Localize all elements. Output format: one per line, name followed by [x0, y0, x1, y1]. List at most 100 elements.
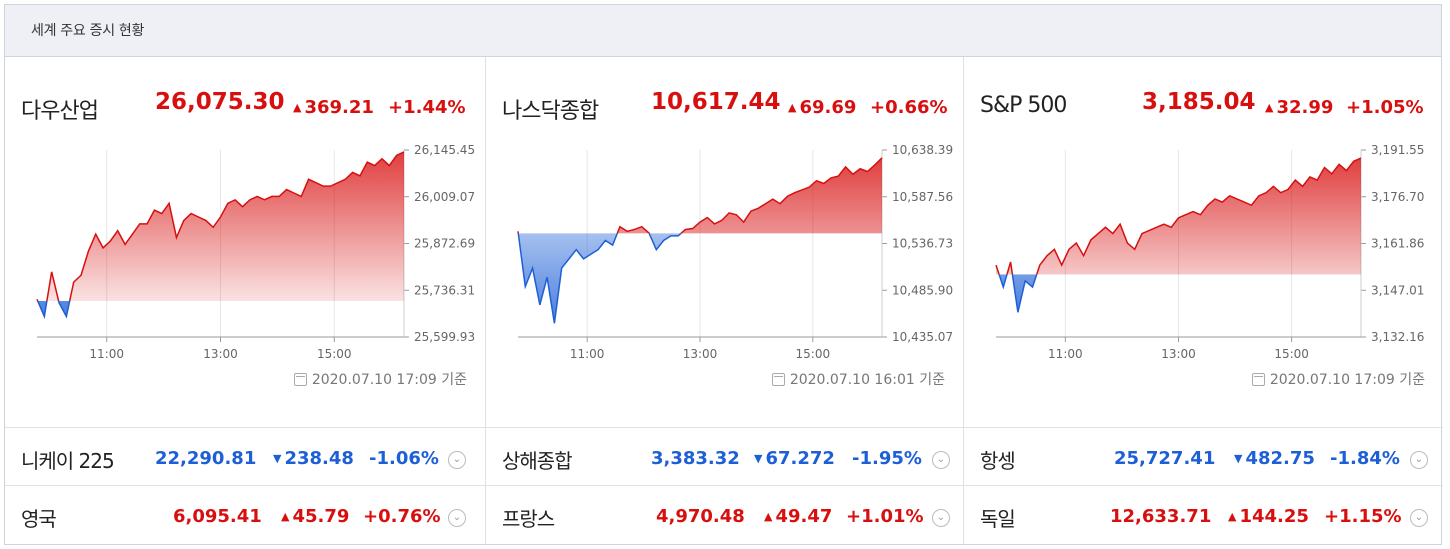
up-arrow-icon: ▲ — [293, 101, 302, 114]
y-tick-label: 10,435.07 — [892, 330, 953, 344]
y-tick-label: 3,132.16 — [1371, 330, 1424, 344]
index-chart: 3,191.55 3,176.70 3,161.86 3,147.01 3,132.16… — [995, 143, 1424, 361]
timestamp: 2020.07.10 17:09 기준 — [1269, 372, 1425, 388]
index-row-europe: 영국 6,095.41 ▲ 45.79 +0.76% ⌄ 프랑스 4,970.48… — [5, 485, 1443, 544]
area-down — [518, 233, 882, 324]
index-cell[interactable]: 프랑스 4,970.48 ▲ 49.47 +1.01% ⌄ — [486, 486, 964, 544]
expand-chevron-icon[interactable]: ⌄ — [932, 509, 950, 527]
up-arrow-icon: ▲ — [764, 510, 773, 523]
index-panel-nasdaq[interactable]: 나스닥종합 10,617.44 ▲ 69.69 +0.66% 10,638.39 1… — [486, 57, 964, 427]
world-market-widget: 세계 주요 증시 현황 다우산업 26,075.30 ▲ 369.21 +1.44… — [4, 4, 1443, 545]
x-tick-label: 15:00 — [1274, 347, 1309, 361]
y-tick-label: 3,176.70 — [1371, 190, 1424, 204]
expand-chevron-icon[interactable]: ⌄ — [932, 451, 950, 469]
index-rows: 니케이 225 22,290.81 ▼ 238.48 -1.06% ⌄ 상해종합 … — [5, 427, 1443, 544]
index-chart: 10,638.39 10,587.56 10,536.73 10,485.90 10,4… — [517, 143, 953, 361]
index-change: 144.25 — [1239, 506, 1309, 527]
series-line-up — [36, 151, 405, 301]
y-tick-label: 25,736.31 — [414, 283, 475, 297]
down-arrow-icon: ▼ — [754, 452, 763, 465]
expand-chevron-icon[interactable]: ⌄ — [1410, 509, 1428, 527]
index-change: 32.99 — [1276, 97, 1334, 118]
expand-chevron-icon[interactable]: ⌄ — [1410, 451, 1428, 469]
widget-title: 세계 주요 증시 현황 — [5, 5, 1441, 57]
index-percent: -1.84% — [1330, 448, 1400, 469]
y-tick-label: 3,147.01 — [1371, 283, 1424, 297]
index-change: 369.21 — [304, 97, 374, 118]
chart-panels: 다우산업 26,075.30 ▲ 369.21 +1.44% 26,145.45 2… — [5, 57, 1441, 427]
x-tick-label: 11:00 — [89, 347, 124, 361]
series-line-down — [517, 233, 683, 324]
x-tick-label: 11:00 — [570, 347, 605, 361]
y-tick-label: 25,599.93 — [414, 330, 475, 344]
x-tick-label: 11:00 — [1048, 347, 1083, 361]
y-tick-label: 26,145.45 — [414, 143, 475, 157]
index-cell[interactable]: 독일 12,633.71 ▲ 144.25 +1.15% ⌄ — [964, 486, 1443, 544]
index-name: S&P 500 — [980, 93, 1067, 118]
index-cell[interactable]: 영국 6,095.41 ▲ 45.79 +0.76% ⌄ — [5, 486, 486, 544]
series-line-up — [995, 157, 1362, 275]
series-line-up — [517, 157, 883, 234]
index-change: 238.48 — [284, 448, 354, 469]
y-tick-label: 25,872.69 — [414, 237, 475, 251]
index-name: 프랑스 — [502, 507, 555, 531]
index-change: 482.75 — [1245, 448, 1315, 469]
expand-chevron-icon[interactable]: ⌄ — [448, 451, 466, 469]
index-value: 3,185.04 — [1142, 89, 1256, 115]
index-percent: +1.05% — [1346, 97, 1424, 118]
y-tick-label: 3,191.55 — [1371, 143, 1424, 157]
index-change: 45.79 — [292, 506, 350, 527]
index-percent: +1.15% — [1324, 506, 1402, 527]
index-percent: -1.95% — [852, 448, 922, 469]
index-name: 항셍 — [980, 449, 1016, 473]
up-arrow-icon: ▲ — [788, 101, 797, 114]
expand-chevron-icon[interactable]: ⌄ — [448, 509, 466, 527]
index-name: 독일 — [980, 507, 1016, 531]
x-tick-label: 13:00 — [1161, 347, 1196, 361]
area-up — [996, 158, 1361, 275]
x-tick-label: 15:00 — [796, 347, 831, 361]
x-tick-label: 15:00 — [317, 347, 352, 361]
index-percent: +0.66% — [870, 97, 948, 118]
index-panel-dow[interactable]: 다우산업 26,075.30 ▲ 369.21 +1.44% 26,145.45 2… — [5, 57, 486, 427]
index-value: 25,727.41 — [1114, 448, 1216, 469]
y-tick-label: 3,161.86 — [1371, 237, 1424, 251]
index-value: 6,095.41 — [173, 506, 262, 527]
index-value: 10,617.44 — [651, 89, 781, 115]
y-tick-label: 10,536.73 — [892, 237, 953, 251]
x-tick-label: 13:00 — [203, 347, 238, 361]
up-arrow-icon: ▲ — [281, 510, 290, 523]
area-down — [996, 274, 1361, 313]
index-value: 3,383.32 — [651, 448, 740, 469]
index-name: 다우산업 — [21, 99, 99, 124]
calendar-icon — [771, 373, 785, 386]
index-percent: +0.76% — [363, 506, 441, 527]
calendar-icon — [1251, 373, 1265, 386]
index-percent: +1.01% — [846, 506, 924, 527]
index-chart: 26,145.45 26,009.07 25,872.69 25,736.31 25,5… — [36, 143, 475, 361]
index-percent: -1.06% — [369, 448, 439, 469]
down-arrow-icon: ▼ — [273, 452, 282, 465]
index-panel-sp500[interactable]: S&P 500 3,185.04 ▲ 32.99 +1.05% 3,191.55 3… — [964, 57, 1443, 427]
index-percent: +1.44% — [388, 97, 466, 118]
index-value: 4,970.48 — [656, 506, 745, 527]
calendar-icon — [293, 373, 307, 386]
index-cell[interactable]: 상해종합 3,383.32 ▼ 67.272 -1.95% ⌄ — [486, 428, 964, 486]
index-change: 69.69 — [799, 97, 857, 118]
down-arrow-icon: ▼ — [1234, 452, 1243, 465]
index-value: 22,290.81 — [155, 448, 257, 469]
area-up — [518, 157, 882, 234]
timestamp: 2020.07.10 17:09 기준 — [311, 372, 467, 388]
y-tick-label: 10,587.56 — [892, 190, 953, 204]
index-name: 니케이 225 — [21, 449, 115, 473]
index-cell[interactable]: 항셍 25,727.41 ▼ 482.75 -1.84% ⌄ — [964, 428, 1443, 486]
y-tick-label: 10,485.90 — [892, 283, 953, 297]
up-arrow-icon: ▲ — [1265, 101, 1274, 114]
index-cell[interactable]: 니케이 225 22,290.81 ▼ 238.48 -1.06% ⌄ — [5, 428, 486, 486]
index-value: 12,633.71 — [1110, 506, 1212, 527]
up-arrow-icon: ▲ — [1228, 510, 1237, 523]
index-name: 상해종합 — [502, 449, 573, 473]
index-name: 영국 — [21, 507, 57, 531]
index-change: 67.272 — [765, 448, 835, 469]
y-tick-label: 26,009.07 — [414, 190, 475, 204]
